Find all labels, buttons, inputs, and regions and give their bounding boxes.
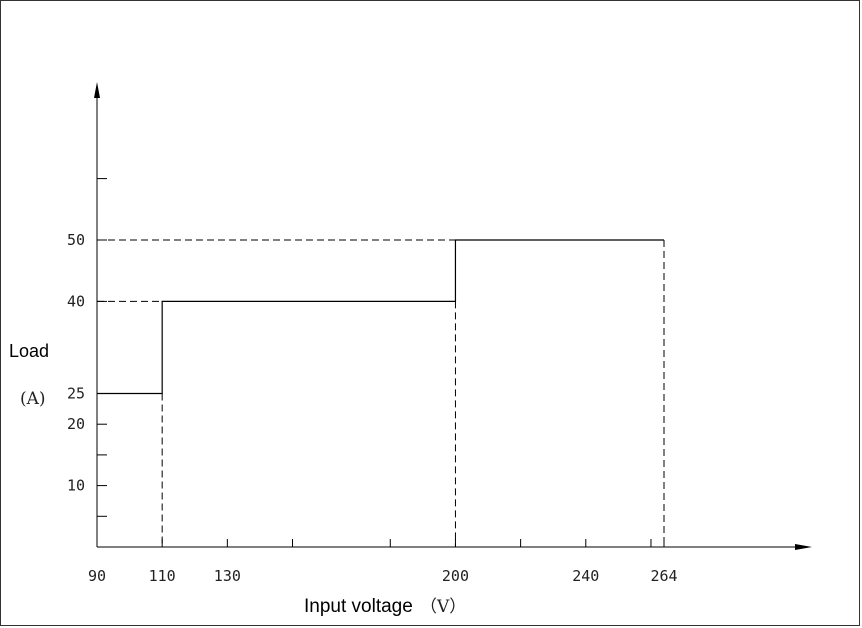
x-tick-label: 240 (572, 567, 599, 585)
axes (94, 82, 812, 550)
x-tick-label: 90 (88, 567, 106, 585)
x-axis-unit: （V） (420, 597, 466, 617)
y-axis-label: Load (9, 341, 49, 361)
guide-lines (97, 239, 665, 547)
x-axis-label: Input voltage (304, 596, 413, 617)
x-tick-label: 264 (650, 567, 677, 585)
y-ticks: 10 20 25 40 50 (67, 178, 107, 517)
x-tick-label: 110 (149, 567, 176, 585)
y-axis-unit: (A) (20, 389, 46, 409)
y-tick-label: 50 (67, 231, 85, 249)
x-tick-label: 200 (442, 567, 469, 585)
y-tick-label: 40 (67, 292, 85, 310)
y-tick-label: 20 (67, 415, 85, 433)
y-axis-arrow (94, 82, 100, 98)
axis-labels: Load (A) Input voltage （V） (9, 341, 466, 617)
series (97, 239, 664, 395)
x-ticks: 90 110 130 200 240 264 (88, 539, 678, 585)
y-tick-label: 10 (67, 477, 85, 495)
load-step-line (97, 239, 664, 395)
y-tick-label: 25 (67, 385, 85, 403)
x-tick-label: 130 (214, 567, 241, 585)
x-axis-arrow (795, 544, 812, 550)
